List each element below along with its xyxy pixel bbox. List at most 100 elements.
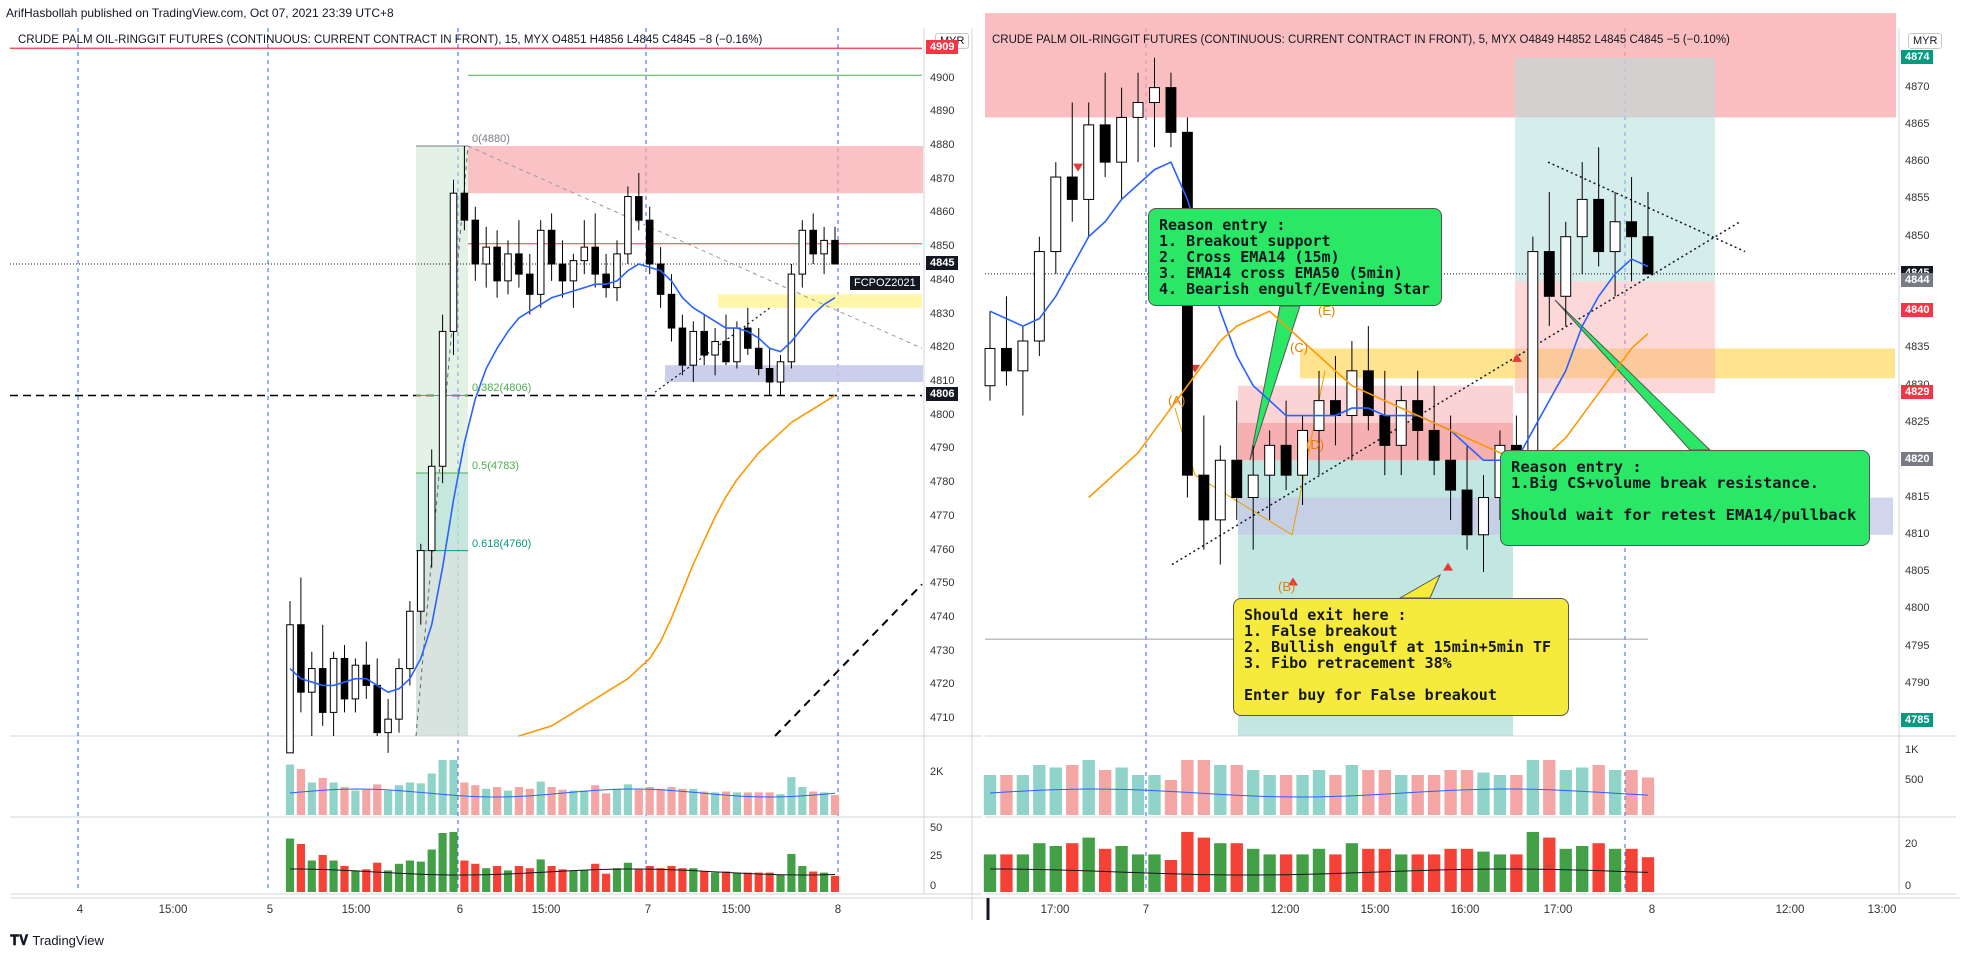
rsi-bar	[732, 872, 741, 892]
volume-bar	[1493, 775, 1507, 815]
panel-0	[10, 28, 982, 895]
volume-bar	[1066, 765, 1079, 815]
x-tick-label: 6	[456, 904, 464, 916]
rsi-bar	[765, 872, 774, 892]
y-tick-label: 4810	[930, 375, 955, 387]
y-tick-label: 4860	[1905, 155, 1930, 168]
candle-body	[744, 327, 752, 349]
volume-bar	[1247, 770, 1260, 815]
y-tick-label: 4860	[930, 206, 955, 219]
volume-bar	[656, 788, 665, 815]
candle-body	[1576, 198, 1588, 238]
volume-bar	[438, 760, 447, 815]
volume-bar	[471, 785, 480, 815]
rsi-bar	[525, 868, 534, 892]
y-tick-label: 4770	[930, 509, 955, 522]
volume-bar	[1526, 760, 1540, 815]
price-label: 4844	[1901, 273, 1934, 288]
candle-body	[602, 273, 610, 289]
volume-bar	[1362, 770, 1375, 815]
volume-bar	[1592, 765, 1605, 815]
price-label: 4785	[1901, 713, 1934, 728]
footer-brand: TradingView	[32, 933, 104, 948]
x-tick-label: 4	[76, 904, 84, 916]
rsi-bar	[1510, 854, 1523, 892]
rsi-bar	[667, 866, 676, 892]
y-tick-label: 4815	[1905, 490, 1930, 503]
rsi-bar	[1526, 832, 1540, 892]
candle-body	[438, 330, 447, 467]
right-currency-button[interactable]: MYR	[1908, 33, 1943, 49]
volume-scale-label: 1K	[1905, 744, 1919, 756]
volume-bar	[1608, 770, 1622, 815]
rsi-bar	[1197, 837, 1211, 892]
rsi-bar	[612, 868, 622, 892]
rsi-bar	[514, 866, 523, 892]
y-tick-label: 4790	[930, 442, 955, 455]
rsi-bar	[416, 861, 425, 892]
candle-body	[1379, 415, 1391, 446]
y-tick-label: 4760	[930, 543, 955, 556]
y-tick-label: 4890	[930, 105, 955, 118]
candle-body	[1642, 236, 1654, 275]
candle-body	[820, 239, 828, 255]
rsi-bar	[569, 870, 578, 892]
left-chart-title: CRUDE PALM OIL-RINGGIT FUTURES (CONTINUO…	[18, 34, 763, 46]
volume-bar	[373, 784, 382, 815]
candle-body	[831, 239, 839, 265]
volume-bar	[612, 788, 622, 815]
volume-bar	[1263, 775, 1276, 815]
volume-bar	[798, 787, 807, 815]
y-tick-label: 4830	[930, 307, 955, 320]
rsi-bar	[711, 872, 720, 892]
candle-body	[1445, 459, 1457, 491]
volume-bar	[1559, 770, 1572, 815]
rsi-bar	[1279, 854, 1293, 892]
y-tick-label: 4795	[1905, 639, 1930, 652]
signal-arrow-up-icon	[1443, 562, 1453, 571]
x-tick-label: 17:00	[1040, 904, 1070, 916]
volume-bar	[1197, 760, 1211, 815]
rsi-bar	[340, 866, 349, 892]
volume-bar	[591, 785, 600, 815]
volume-bar	[493, 787, 502, 815]
rsi-bar	[820, 872, 829, 892]
ema14-line	[289, 263, 836, 694]
signal-arrow-up-icon	[1288, 577, 1298, 586]
rsi-bar	[1427, 854, 1441, 892]
rsi-bar	[798, 866, 807, 892]
rsi-bar	[700, 871, 709, 892]
rsi-bar	[1543, 837, 1556, 892]
price-label: 4845	[926, 256, 959, 270]
candle-body	[1395, 400, 1407, 446]
y-tick-label: 4820	[930, 341, 955, 354]
rsi-bar	[1131, 854, 1145, 892]
volume-bar	[743, 792, 752, 815]
volume-bars	[285, 760, 840, 815]
candle-body	[1593, 198, 1605, 253]
rsi-bar	[1312, 848, 1326, 892]
y-tick-label: 4900	[930, 71, 955, 84]
price-label: 4840	[1901, 303, 1934, 318]
volume-bar	[1460, 770, 1474, 815]
candle-body	[656, 263, 665, 295]
volume-bar	[1411, 775, 1424, 815]
volume-bar	[732, 792, 741, 815]
right-chart-title: CRUDE PALM OIL-RINGGIT FUTURES (CONTINUO…	[992, 34, 1730, 46]
x-tick-label: 12:00	[1270, 904, 1300, 916]
candle-body	[1264, 444, 1276, 476]
x-tick-label: 12:00	[1775, 904, 1805, 916]
x-tick-label: 15:00	[531, 904, 561, 916]
volume-bar	[645, 787, 654, 815]
rsi-bar	[1049, 846, 1062, 892]
candle-body	[765, 368, 774, 383]
trendline-support	[1171, 221, 1741, 566]
footer: 𝐓𝐕 TradingView	[10, 932, 104, 949]
volume-bar	[536, 781, 545, 815]
x-tick-label: 15:00	[341, 904, 371, 916]
x-tick-label: 7	[1142, 904, 1150, 916]
candle-body	[580, 246, 589, 262]
candle-body	[798, 229, 807, 275]
volume-bar	[700, 791, 709, 815]
candle-body	[286, 624, 294, 754]
